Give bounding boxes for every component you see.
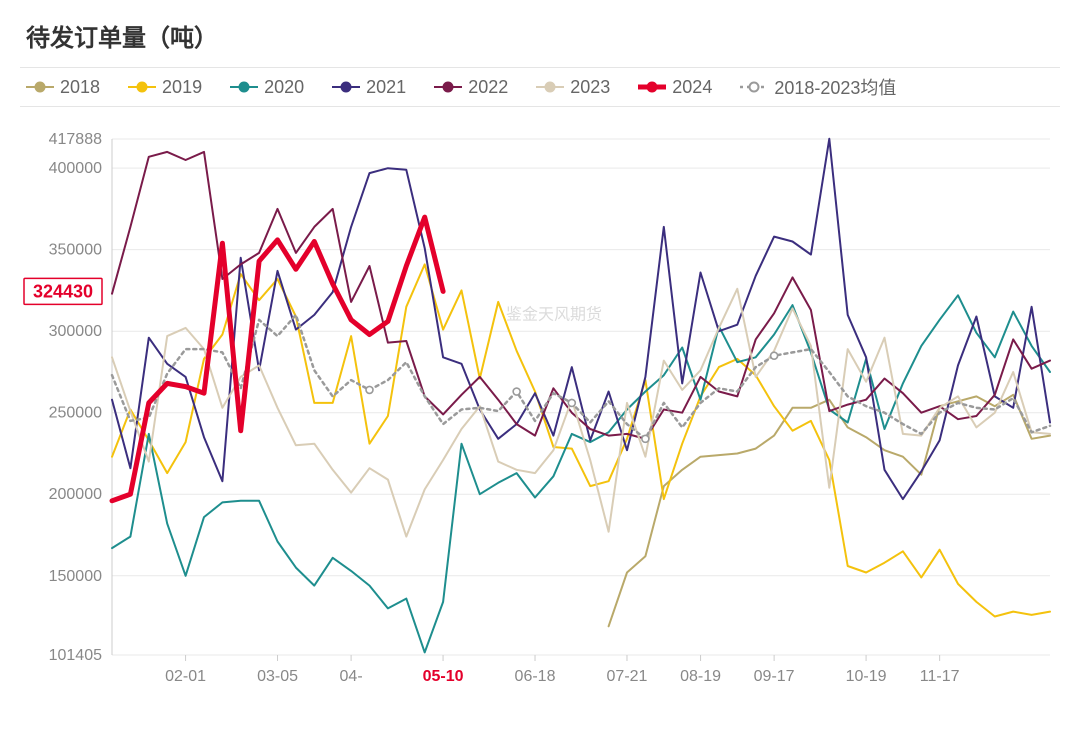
x-tick-label: 08-19 xyxy=(680,668,721,685)
legend-swatch-2019 xyxy=(128,80,156,94)
legend-item-2020[interactable]: 2020 xyxy=(230,77,304,98)
y-tick-label: 200000 xyxy=(49,486,102,503)
x-tick-label: 04- xyxy=(340,668,363,685)
x-tick-label: 10-19 xyxy=(846,668,887,685)
legend-label-2021: 2021 xyxy=(366,77,406,98)
legend-label-2018: 2018 xyxy=(60,77,100,98)
legend-item-2022[interactable]: 2022 xyxy=(434,77,508,98)
legend-swatch-2021 xyxy=(332,80,360,94)
legend-label-2019: 2019 xyxy=(162,77,202,98)
chart-page: { "title": "待发订单量（吨）", "watermark": "鉴金天… xyxy=(0,0,1080,733)
x-tick-label: 05-10 xyxy=(423,668,464,685)
x-tick-label: 07-21 xyxy=(607,668,648,685)
legend-item-2024[interactable]: 2024 xyxy=(638,77,712,98)
legend-item-avg[interactable]: 2018-2023均值 xyxy=(740,74,896,100)
y-tick-label: 250000 xyxy=(49,405,102,422)
legend-swatch-2023 xyxy=(536,80,564,94)
series-line-2022 xyxy=(112,152,1050,439)
y-tick-label: 417888 xyxy=(49,131,102,148)
legend-item-2019[interactable]: 2019 xyxy=(128,77,202,98)
x-tick-label: 11-17 xyxy=(920,668,960,685)
legend-swatch-2020 xyxy=(230,80,258,94)
x-tick-label: 06-18 xyxy=(515,668,556,685)
y-tick-label: 101405 xyxy=(49,647,102,664)
legend-label-2020: 2020 xyxy=(264,77,304,98)
line-chart-svg: 101405 150000 200000 250000 300000 350000 4000… xyxy=(20,125,1060,705)
legend-label-2022: 2022 xyxy=(468,77,508,98)
last-value-label: 324430 xyxy=(33,281,93,301)
x-tick-label: 02-01 xyxy=(165,668,206,685)
legend-swatch-2022 xyxy=(434,80,462,94)
x-tick-label: 09-17 xyxy=(754,668,795,685)
y-tick-label: 300000 xyxy=(49,323,102,340)
legend-swatch-2018 xyxy=(26,80,54,94)
legend-label-2024: 2024 xyxy=(672,77,712,98)
series-line-2020 xyxy=(112,295,1050,652)
series-line-2018 xyxy=(609,395,1050,627)
legend-label-2023: 2023 xyxy=(570,77,610,98)
legend-item-2018[interactable]: 2018 xyxy=(26,77,100,98)
y-tick-label: 400000 xyxy=(49,160,102,177)
legend-item-2023[interactable]: 2023 xyxy=(536,77,610,98)
y-tick-label: 350000 xyxy=(49,242,102,259)
legend-label-avg: 2018-2023均值 xyxy=(774,74,896,100)
y-tick-label: 150000 xyxy=(49,568,102,585)
legend-swatch-2024 xyxy=(638,80,666,94)
chart-plot: 101405 150000 200000 250000 300000 350000 4000… xyxy=(20,125,1060,705)
x-tick-label: 03-05 xyxy=(257,668,298,685)
legend: 2018 2019 2020 2021 2022 2023 2024 xyxy=(20,67,1060,107)
series-line-2024 xyxy=(112,217,443,501)
legend-swatch-avg xyxy=(740,80,768,94)
legend-item-2021[interactable]: 2021 xyxy=(332,77,406,98)
chart-title: 待发订单量（吨） xyxy=(26,18,1060,53)
watermark: 鉴金天风期货 xyxy=(506,306,602,324)
